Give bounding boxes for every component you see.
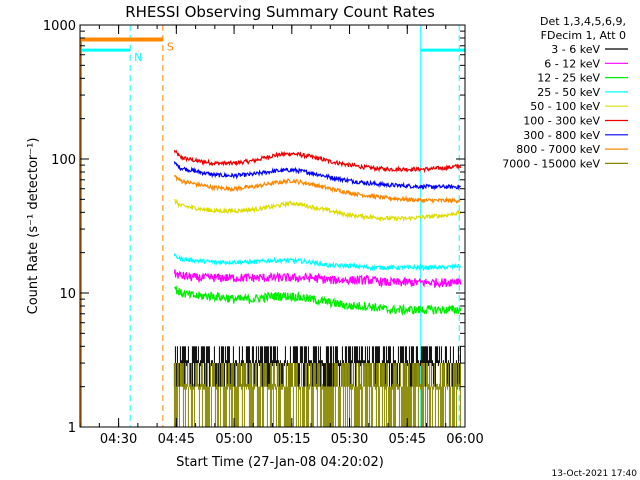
annotation-night <box>420 25 465 427</box>
series-100-300keV <box>173 149 462 174</box>
y-axis-label: Count Rate (s⁻¹ detector⁻¹) <box>26 138 41 315</box>
legend-label: 25 - 50 keV <box>537 86 600 99</box>
y-tick-label: 1000 <box>43 19 76 34</box>
x-tick-label: 05:30 <box>331 432 368 447</box>
x-tick-label: 05:45 <box>389 432 426 447</box>
series-7000-15000keV <box>173 363 461 427</box>
series-line <box>174 285 462 316</box>
annotation-label: N <box>134 51 142 64</box>
x-tick-label: 04:45 <box>158 432 195 447</box>
legend-label: 100 - 300 keV <box>523 115 600 128</box>
series-line <box>173 269 462 289</box>
plot-frame <box>79 24 466 428</box>
series-800-7000keV <box>173 174 461 204</box>
legend-header: FDecim 1, Att 0 <box>541 29 626 42</box>
y-tick-label: 1 <box>68 421 76 436</box>
series-25-50keV <box>173 252 462 272</box>
annotation-saa: S <box>80 25 174 427</box>
legend-label: 3 - 6 keV <box>551 43 600 56</box>
series-line <box>173 198 462 223</box>
series-6-12keV <box>173 269 462 289</box>
legend-label: 50 - 100 keV <box>530 100 600 113</box>
x-axis: 04:30 04:45 05:00 05:15 05:30 05:45 06:00 <box>79 25 484 447</box>
x-axis-label: Start Time (27-Jan-08 04:20:02) <box>176 455 384 470</box>
y-tick-label: 100 <box>51 153 76 168</box>
x-tick-label: 04:30 <box>100 432 137 447</box>
legend-header: Det 1,3,4,5,6,9, <box>540 15 626 28</box>
x-tick-label: 06:00 <box>446 432 483 447</box>
series-300-800keV <box>173 161 462 191</box>
legend: Det 1,3,4,5,6,9,FDecim 1, Att 03 - 6 keV… <box>502 15 628 170</box>
y-axis: 1 10 100 1000 <box>43 19 465 436</box>
x-tick-label: 05:15 <box>273 432 310 447</box>
series-line <box>173 174 461 204</box>
series-line <box>173 161 462 191</box>
series-line <box>173 149 462 174</box>
y-tick-label: 10 <box>59 287 76 302</box>
legend-label: 12 - 25 keV <box>537 72 600 85</box>
legend-label: 7000 - 15000 keV <box>502 157 600 170</box>
chart-title: RHESSI Observing Summary Count Rates <box>125 3 435 21</box>
annotation-label: S <box>167 40 174 53</box>
series-50-100keV <box>173 198 462 223</box>
legend-label: 800 - 7000 keV <box>516 143 600 156</box>
x-tick-label: 05:00 <box>215 432 252 447</box>
series-12-25keV <box>174 285 462 316</box>
series-line <box>173 252 462 272</box>
annotation-night: N <box>80 25 142 427</box>
footer-timestamp: 13-Oct-2021 17:40 <box>552 469 638 479</box>
legend-label: 6 - 12 keV <box>544 57 600 70</box>
legend-label: 300 - 800 keV <box>523 129 600 142</box>
